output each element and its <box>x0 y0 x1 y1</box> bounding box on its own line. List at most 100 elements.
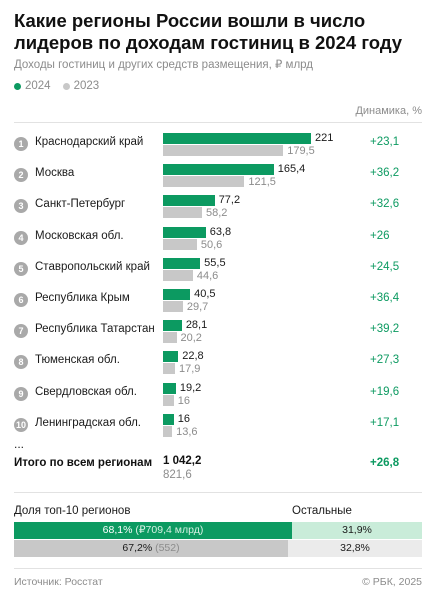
value-label-2024: 22,8 <box>182 350 204 363</box>
total-separator <box>14 492 422 493</box>
value-label-2023: 50,6 <box>200 238 223 251</box>
share-top10-percent-2023: 67,2% <box>122 542 153 554</box>
bar-2023 <box>163 269 193 281</box>
value-label-2024: 63,8 <box>209 225 232 238</box>
bar-2023 <box>163 238 197 250</box>
region-label: Московская обл. <box>35 229 124 242</box>
bar-2023 <box>163 363 175 375</box>
value-label-2024: 55,5 <box>204 256 226 269</box>
share-top10-percent-2024: 68,1% <box>102 524 133 536</box>
legend-dot-2023 <box>62 82 70 90</box>
legend: 2024 2023 <box>14 80 99 92</box>
dynamics-value: +39,2 <box>370 323 400 336</box>
bar-row: 6 Республика Крым 40,5 29,7 +36,4 <box>0 288 436 320</box>
chart-subtitle: Доходы гостиниц и других средств размеще… <box>14 59 314 71</box>
total-label: Итого по всем регионам <box>14 457 153 469</box>
share-rest-percent-2023: 32,8% <box>340 542 370 554</box>
value-label-2023: 20,2 <box>180 332 202 345</box>
rank-badge: 3 <box>14 199 28 214</box>
region-label: Тюменская обл. <box>35 354 120 367</box>
total-value-2024: 1 042,2 <box>163 455 202 467</box>
total-value-2023: 821,6 <box>163 469 192 481</box>
bar-2023 <box>163 176 245 188</box>
dynamics-value: +36,4 <box>370 292 400 304</box>
value-label-2024: 77,2 <box>218 194 241 207</box>
footer-separator <box>14 568 422 569</box>
dynamics-header: Динамика, % <box>355 105 422 117</box>
bar-2024 <box>163 382 176 394</box>
rank-badge: 8 <box>14 355 28 370</box>
value-label-2023: 29,7 <box>186 301 209 313</box>
bar-2023 <box>163 207 202 219</box>
bar-2023 <box>163 301 183 312</box>
share-right-header: Остальные <box>292 505 352 517</box>
legend-item-2024: 2024 <box>14 80 51 92</box>
rank-badge: 2 <box>14 168 28 183</box>
region-label: Москва <box>35 167 75 180</box>
bar-2023 <box>163 332 177 344</box>
dynamics-value: +27,3 <box>370 354 400 367</box>
header-separator <box>14 122 422 123</box>
value-label-2024: 16 <box>177 412 190 425</box>
chart-title: Какие регионы России вошли в число лидер… <box>14 10 403 53</box>
bar-2024 <box>163 164 274 176</box>
dynamics-value: +32,6 <box>370 198 400 211</box>
rank-badge: 9 <box>14 386 28 401</box>
value-label-2024: 28,1 <box>185 319 208 332</box>
region-label: Республика Татарстан <box>35 323 155 336</box>
value-label-2023: 13,6 <box>176 425 198 438</box>
share-left-header: Доля топ-10 регионов <box>14 505 131 517</box>
bar-row: 2 Москва 165,4 121,5 +36,2 <box>0 163 436 195</box>
bar-2023 <box>163 425 173 437</box>
dynamics-value: +23,1 <box>370 136 400 148</box>
share-bar-2024: 68,1% (₽709,4 млрд) 31,9% <box>14 522 422 539</box>
bar-2024 <box>163 257 201 269</box>
legend-item-2023: 2023 <box>62 80 100 92</box>
share-bar-2023: 67,2% (552) 32,8% <box>14 540 422 557</box>
region-label: Ленинградская обл. <box>35 416 141 429</box>
bar-row: 4 Московская обл. 63,8 50,6 +26 <box>0 225 436 258</box>
dynamics-value: +17,1 <box>370 416 400 429</box>
share-segment-rest-2024: 31,9% <box>292 522 422 539</box>
bar-2023 <box>163 145 284 156</box>
bar-2024 <box>163 133 311 144</box>
bar-row: 3 Санкт-Петербург 77,2 58,2 +32,6 <box>0 194 436 226</box>
ellipsis: ... <box>14 437 25 451</box>
region-label: Санкт-Петербург <box>35 198 126 211</box>
region-label: Свердловская обл. <box>35 385 137 398</box>
share-top10-note-2023: (552) <box>155 542 180 554</box>
share-rest-percent-2024: 31,9% <box>342 524 372 536</box>
bar-2024 <box>163 320 182 332</box>
bar-2024 <box>163 226 206 238</box>
bar-row: 7 Республика Татарстан 28,1 20,2 +39,2 <box>0 319 436 351</box>
share-segment-top10-2024: 68,1% (₽709,4 млрд) <box>14 522 292 539</box>
footer-credit: © РБК, 2025 <box>362 576 422 588</box>
bar-row: 10 Ленинградская обл. 16 13,6 +17,1 <box>0 412 436 445</box>
value-label-2023: 121,5 <box>248 176 276 189</box>
bar-2023 <box>163 394 174 406</box>
region-label: Краснодарский край <box>35 136 144 148</box>
dynamics-value: +36,2 <box>370 167 400 180</box>
footer-source: Источник: Росстат <box>14 576 103 588</box>
dynamics-value: +26 <box>370 229 390 242</box>
value-label-2024: 221 <box>315 132 334 144</box>
share-top10-note-2024: (₽709,4 млрд) <box>135 524 204 536</box>
rank-badge: 7 <box>14 324 28 339</box>
legend-label-2023: 2023 <box>73 80 100 92</box>
value-label-2023: 179,5 <box>287 145 315 157</box>
rank-badge: 4 <box>14 230 28 245</box>
legend-dot-2024 <box>14 82 21 90</box>
bar-row: 8 Тюменская обл. 22,8 17,9 +27,3 <box>0 350 436 382</box>
value-label-2023: 16 <box>177 394 190 407</box>
value-label-2023: 58,2 <box>205 207 228 220</box>
bar-2024 <box>163 195 215 207</box>
bar-2024 <box>163 413 174 425</box>
bar-row: 5 Ставропольский край 55,5 44,6 +24,5 <box>0 256 436 289</box>
total-dynamics: +26,8 <box>370 457 400 469</box>
bar-row: 9 Свердловская обл. 19,2 16 +19,6 <box>0 382 436 414</box>
rank-badge: 6 <box>14 293 28 307</box>
rank-badge: 10 <box>14 417 28 432</box>
dynamics-value: +24,5 <box>370 260 400 273</box>
value-label-2023: 44,6 <box>196 269 219 282</box>
legend-label-2024: 2024 <box>25 80 51 92</box>
